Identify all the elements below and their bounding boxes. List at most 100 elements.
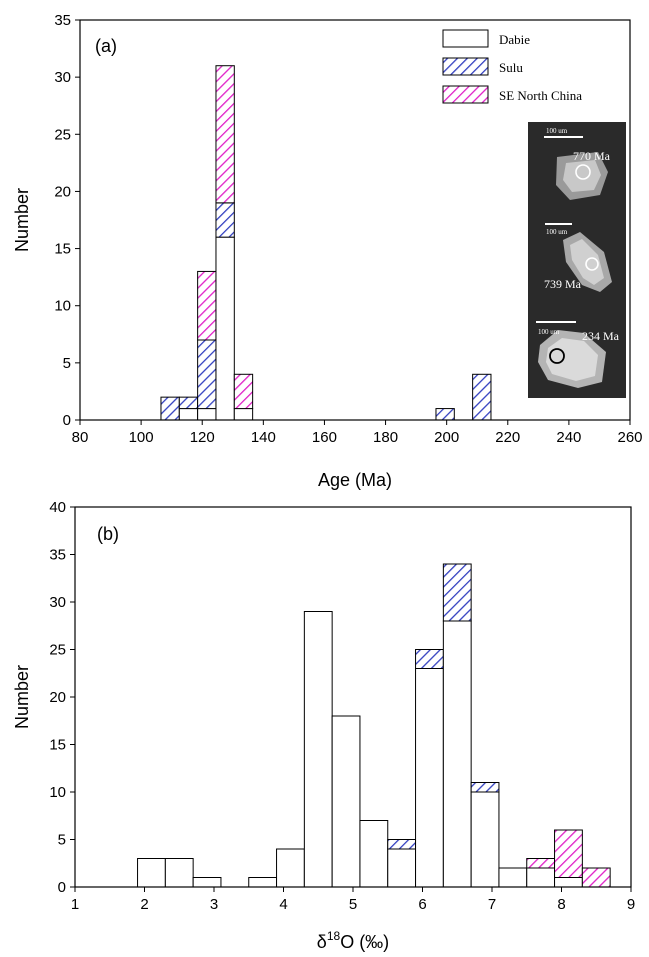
inset-scale-label-3: 100 um [538, 328, 560, 336]
panel-b-bar-15-se [581, 867, 611, 888]
panel-a-bar-3-sulu [215, 202, 235, 238]
panel-a-y-tick-label: 5 [63, 355, 71, 372]
panel-a-x-tick-label: 160 [312, 429, 337, 446]
inset-age-2: 739 Ma [544, 277, 582, 291]
panel-a-x-tick-label: 220 [495, 429, 520, 446]
panel-b-y-tick-label: 10 [49, 784, 66, 801]
panel-b-y-tick-label: 25 [49, 642, 66, 659]
legend-swatch-dabie [442, 29, 489, 48]
panel-b-ticks: 1 2 3 4 5 6 7 8 9 0 5 10 15 20 25 30 35 40 [49, 499, 635, 913]
panel-b-bar-13-dabie [526, 867, 556, 888]
panel-a-x-tick-label: 200 [434, 429, 459, 446]
panel-b-bar-2-dabie [192, 877, 222, 888]
panel-a-y-axis-label: Number [12, 188, 32, 252]
legend-swatch-se-north-china [442, 85, 489, 104]
analysis-spot-1 [575, 164, 591, 180]
panel-b-x-tick-label: 6 [418, 896, 426, 913]
panel-a-plot-frame [79, 19, 631, 421]
panel-a-bar-3-dabie [215, 236, 235, 421]
panel-b-bar-1-dabie [164, 858, 194, 888]
panel-b-y-tick-label: 35 [49, 547, 66, 564]
x-label-delta: δ [317, 932, 327, 952]
legend-label-dabie: Dabie [499, 32, 530, 47]
panel-a-y-tick-label: 35 [54, 12, 71, 29]
panel-a-x-tick-label: 80 [72, 429, 89, 446]
analysis-spot-3 [549, 348, 565, 364]
panel-a-x-tick-label: 100 [129, 429, 154, 446]
inset-zircon-image: 100 um 770 Ma 100 um 739 Ma 100 um 234 M… [528, 122, 626, 398]
panel-a-label: (a) [95, 36, 117, 56]
panel-a-bar-4-se [233, 373, 254, 410]
panel-b-x-tick-label: 5 [349, 896, 357, 913]
panel-b-x-tick-label: 4 [279, 896, 287, 913]
panel-a-age-histogram: 80 100 120 140 160 180 200 220 240 260 0 5 10 15 20 25 3… [12, 12, 643, 490]
inset-age-1: 770 Ma [573, 149, 611, 163]
panel-b-y-tick-label: 30 [49, 594, 66, 611]
inset-scale-label-2: 100 um [546, 228, 568, 236]
panel-a-ticks: 80 100 120 140 160 180 200 220 240 260 0 5 10 15 20 25 3… [54, 12, 642, 446]
panel-a-bar-2-se [197, 270, 217, 341]
legend-swatch-sulu [442, 57, 489, 76]
inset-scale-label-1: 100 um [546, 127, 568, 135]
panel-a-x-tick-label: 140 [251, 429, 276, 446]
panel-b-x-tick-label: 7 [488, 896, 496, 913]
panel-a-y-tick-label: 10 [54, 298, 71, 315]
panel-b-bars [137, 563, 611, 888]
inset-age-3: 234 Ma [582, 329, 620, 343]
panel-b-bar-8-sulu [387, 839, 417, 850]
panel-b-x-axis-label: δ18O (‰) [317, 929, 389, 952]
panel-b-x-tick-label: 9 [627, 896, 635, 913]
panel-b-y-tick-label: 5 [58, 832, 66, 849]
panel-a-y-tick-label: 20 [54, 183, 71, 200]
panel-b-y-tick-label: 40 [49, 499, 66, 516]
panel-a-bar-1-dabie [178, 408, 199, 421]
panel-b-bar-8-dabie [387, 848, 417, 888]
panel-b-x-tick-label: 1 [71, 896, 79, 913]
legend-label-sulu: Sulu [499, 60, 523, 75]
panel-a-bars [160, 65, 492, 421]
panel-b-y-tick-label: 15 [49, 737, 66, 754]
panel-b-bar-9-sulu [415, 649, 444, 669]
panel-b-oxygen-isotope-histogram: 1 2 3 4 5 6 7 8 9 0 5 10 15 20 25 30 35 40 (b) δ18O (‰) N… [12, 499, 635, 952]
panel-a-bar-4-dabie [233, 408, 254, 421]
panel-a-y-tick-label: 15 [54, 241, 71, 258]
panel-b-bar-6-dabie [331, 715, 361, 888]
panel-b-bar-14-se [554, 829, 583, 878]
panel-a-bar-2-sulu [197, 339, 217, 410]
panel-a-bar-5-sulu [435, 408, 455, 421]
panel-a-x-tick-label: 260 [617, 429, 642, 446]
panel-b-y-axis-label: Number [12, 665, 32, 729]
panel-b-x-tick-label: 2 [140, 896, 148, 913]
panel-a-bar-0-sulu [160, 396, 180, 421]
panel-b-x-tick-label: 8 [557, 896, 565, 913]
legend-label-se-north-china: SE North China [499, 88, 582, 103]
panel-b-bar-5-dabie [303, 611, 333, 888]
panel-b-bar-0-dabie [137, 858, 166, 888]
panel-b-bar-11-sulu [470, 782, 500, 793]
panel-a-x-axis-label: Age (Ma) [318, 470, 392, 490]
panel-b-bar-10-sulu [442, 563, 472, 622]
panel-b-bar-3-dabie [248, 877, 278, 888]
x-label-superscript: 18 [327, 929, 341, 943]
x-label-rest: O (‰) [340, 932, 389, 952]
panel-a-y-tick-label: 30 [54, 69, 71, 86]
panel-b-x-tick-label: 3 [210, 896, 218, 913]
panel-b-y-tick-label: 20 [49, 689, 66, 706]
panel-b-bar-11-dabie [470, 791, 500, 888]
panel-b-bar-4-dabie [276, 848, 305, 888]
panel-a-x-tick-label: 240 [556, 429, 581, 446]
panel-b-label: (b) [97, 524, 119, 544]
panel-b-bar-10-dabie [442, 620, 472, 888]
legend: Dabie Sulu SE North China [442, 29, 582, 104]
panel-b-bar-14-dabie [554, 877, 583, 888]
panel-b-bar-9-dabie [415, 668, 444, 888]
panel-a-x-tick-label: 120 [190, 429, 215, 446]
panel-a-y-tick-label: 25 [54, 126, 71, 143]
panel-b-bar-7-dabie [359, 820, 389, 888]
panel-a-bar-6-sulu [472, 373, 492, 421]
panel-a-bar-1-sulu [178, 396, 199, 410]
panel-a-bar-3-se [215, 65, 235, 204]
panel-b-y-tick-label: 0 [58, 879, 66, 896]
panel-b-bar-13-se [526, 858, 556, 869]
